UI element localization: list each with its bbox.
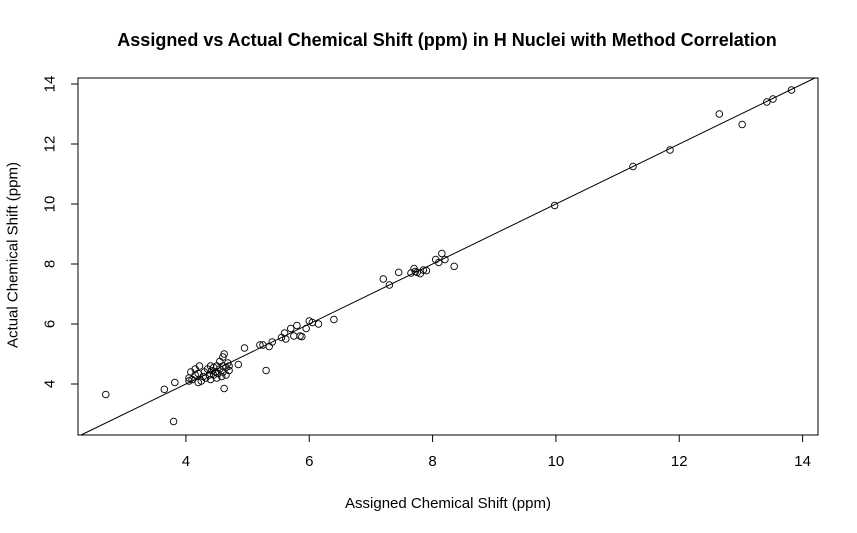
data-point bbox=[225, 362, 233, 370]
data-point bbox=[262, 366, 270, 375]
y-tick-label: 14 bbox=[42, 76, 59, 93]
x-tick-label: 12 bbox=[671, 453, 688, 470]
data-point bbox=[217, 372, 226, 381]
data-point bbox=[195, 362, 204, 370]
data-point bbox=[280, 329, 289, 337]
data-point bbox=[763, 98, 771, 106]
data-point bbox=[290, 332, 298, 340]
chart-title: Assigned vs Actual Chemical Shift (ppm) … bbox=[117, 30, 777, 50]
y-tick-label: 10 bbox=[42, 196, 59, 213]
data-point bbox=[169, 417, 178, 426]
data-point bbox=[435, 258, 443, 267]
x-tick-label: 4 bbox=[182, 453, 190, 470]
x-tick-label: 8 bbox=[428, 453, 436, 470]
data-point bbox=[216, 357, 224, 366]
data-point bbox=[715, 110, 724, 118]
data-point bbox=[171, 378, 179, 387]
data-point bbox=[787, 86, 796, 94]
data-point bbox=[379, 275, 388, 283]
x-axis-label: Assigned Chemical Shift (ppm) bbox=[345, 495, 551, 512]
data-point bbox=[419, 266, 428, 274]
identity-reference-line bbox=[80, 77, 816, 436]
y-tick-label: 6 bbox=[42, 320, 59, 328]
data-point bbox=[394, 268, 403, 277]
data-point bbox=[234, 360, 243, 369]
data-point bbox=[330, 315, 338, 324]
y-tick-label: 8 bbox=[42, 260, 59, 268]
data-point bbox=[205, 371, 214, 379]
data-point bbox=[225, 366, 233, 375]
y-tick-label: 12 bbox=[42, 136, 59, 153]
x-tick-label: 10 bbox=[548, 453, 565, 470]
data-point bbox=[438, 249, 446, 258]
data-point bbox=[769, 95, 777, 103]
data-point bbox=[450, 262, 458, 271]
data-point bbox=[422, 266, 431, 275]
data-point bbox=[385, 281, 394, 289]
data-point bbox=[293, 321, 301, 330]
data-point bbox=[282, 335, 290, 343]
data-point bbox=[160, 385, 169, 394]
data-point bbox=[298, 332, 306, 341]
plot-frame bbox=[77, 77, 819, 436]
data-points bbox=[101, 86, 796, 426]
data-point bbox=[629, 162, 637, 171]
data-point bbox=[268, 338, 277, 346]
data-point bbox=[220, 350, 228, 358]
data-point bbox=[265, 342, 273, 351]
data-point bbox=[287, 324, 295, 333]
x-axis-ticks: 4 6 8 10 12 14 bbox=[182, 435, 811, 470]
data-point bbox=[256, 341, 264, 349]
x-tick-label: 14 bbox=[794, 453, 811, 470]
data-point bbox=[220, 384, 228, 393]
data-point bbox=[314, 320, 323, 328]
data-point bbox=[738, 120, 746, 129]
x-tick-label: 6 bbox=[305, 453, 313, 470]
data-point bbox=[101, 390, 110, 399]
data-point bbox=[240, 344, 249, 352]
data-point bbox=[666, 146, 674, 154]
y-axis-label: Actual Chemical Shift (ppm) bbox=[4, 162, 22, 348]
data-point bbox=[302, 324, 310, 333]
data-point bbox=[550, 201, 559, 210]
data-point bbox=[212, 374, 221, 382]
y-tick-label: 4 bbox=[42, 380, 59, 388]
y-axis-ticks: 4 6 8 10 12 14 bbox=[42, 76, 78, 388]
data-point bbox=[441, 255, 449, 264]
